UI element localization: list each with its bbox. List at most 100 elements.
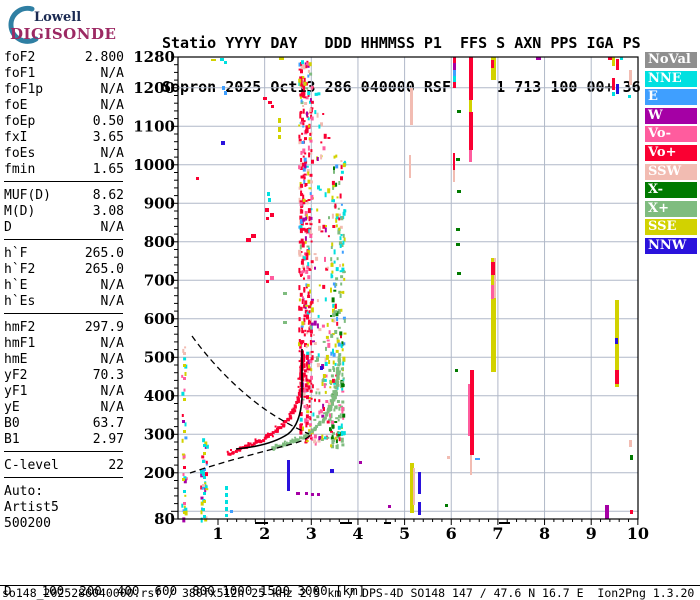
param-row-foEp: foEp 0.50 (4, 114, 124, 130)
param-group-divider (4, 451, 123, 458)
param-row-MUFD: MUF(D) 8.62 (4, 188, 124, 204)
param-label: h`F2 (4, 262, 36, 277)
param-value: 3.65 (92, 130, 124, 145)
axis-ticks (171, 56, 639, 525)
param-value: 8.62 (92, 188, 124, 203)
svg-text:900: 900 (144, 194, 175, 212)
param-value: N/A (100, 220, 124, 235)
param-label: foE (4, 98, 28, 113)
param-row-foF1: foF1 N/A (4, 66, 124, 82)
svg-text:8: 8 (539, 524, 550, 543)
param-value: 265.0 (84, 246, 124, 261)
param-row-500200: 500200 (4, 516, 124, 532)
svg-text:5: 5 (399, 524, 410, 543)
param-label: h`E (4, 278, 28, 293)
plot-gridlines (178, 57, 638, 519)
header-line-2: Sopron 2025 Oct13 286 040000 RSF 1 713 1… (162, 77, 641, 96)
scaled-parameters-panel: foF2 2.800 foF1 N/A foF1p N/A foE N/A foEp 0.50 fx… (4, 50, 124, 532)
param-label: hmF2 (4, 320, 36, 335)
param-label: fmin (4, 162, 36, 177)
echo-bars (287, 57, 633, 519)
svg-text:6: 6 (446, 524, 457, 543)
param-value: N/A (100, 400, 124, 415)
echo-dots (182, 57, 633, 518)
svg-text:1000: 1000 (133, 156, 175, 174)
echo-traces (226, 350, 342, 456)
svg-text:500: 500 (144, 348, 175, 366)
param-label: fxI (4, 130, 28, 145)
param-row-B1: B1 2.97 (4, 432, 124, 448)
param-row-hmE: hmE N/A (4, 352, 124, 368)
param-label: foEp (4, 114, 36, 129)
param-group-divider (4, 477, 123, 484)
svg-text:700: 700 (144, 271, 175, 289)
param-value: N/A (100, 98, 124, 113)
param-row-foF1p: foF1p N/A (4, 82, 124, 98)
legend-item-e: E (645, 89, 697, 106)
param-label: D (4, 220, 12, 235)
svg-text:10: 10 (627, 524, 649, 543)
legend-item-w: W (645, 107, 697, 124)
param-row-Auto: Auto: (4, 484, 124, 500)
header-line-1: Statio YYYY DAY DDD HHMMSS P1 FFS S AXN … (162, 34, 641, 52)
param-value: N/A (100, 82, 124, 97)
status-bar: so148_2025286040000.rsf / 380fx512h 25 k… (0, 585, 700, 600)
param-value: N/A (100, 384, 124, 399)
svg-text:2: 2 (259, 524, 270, 543)
param-label: foF1p (4, 82, 44, 97)
param-value: 0.50 (92, 114, 124, 129)
svg-text:600: 600 (144, 310, 175, 328)
param-group-divider (4, 181, 123, 188)
param-row-foF2: foF2 2.800 (4, 50, 124, 66)
param-value: 2.97 (92, 432, 124, 447)
legend-item-nnw: NNW (645, 237, 697, 254)
param-row-hEs: h`Es N/A (4, 294, 124, 310)
svg-text:9: 9 (586, 524, 597, 543)
legend-item-nne: NNE (645, 70, 697, 87)
echo-direction-legend: NoVal NNE E W Vo- Vo+ SSW X- X+ SSE NNW (645, 52, 697, 257)
svg-text:1100: 1100 (133, 117, 175, 135)
svg-text:300: 300 (144, 425, 175, 443)
measurement-header: Statio YYYY DAY DDD HHMMSS P1 FFS S AXN … (162, 7, 641, 123)
param-value: 63.7 (92, 416, 124, 431)
svg-text:7: 7 (492, 524, 503, 543)
param-value: N/A (100, 146, 124, 161)
param-row-MD: M(D) 3.08 (4, 204, 124, 220)
svg-text:3: 3 (306, 524, 317, 543)
param-label: B1 (4, 432, 20, 447)
param-value: N/A (100, 352, 124, 367)
param-value: 3.08 (92, 204, 124, 219)
param-label: B0 (4, 416, 20, 431)
param-label: M(D) (4, 204, 36, 219)
param-value: 1.65 (92, 162, 124, 177)
param-label: foF1 (4, 66, 36, 81)
param-label: MUF(D) (4, 188, 51, 203)
logo-arc-icon (8, 5, 39, 44)
param-row-foE: foE N/A (4, 98, 124, 114)
legend-item-ssw: SSW (645, 163, 697, 180)
param-row-yF2: yF2 70.3 (4, 368, 124, 384)
param-label: yF2 (4, 368, 28, 383)
param-value: 70.3 (92, 368, 124, 383)
param-value: 297.9 (84, 320, 124, 335)
param-value: 2.800 (84, 50, 124, 65)
param-label: yF1 (4, 384, 28, 399)
param-value: N/A (100, 278, 124, 293)
legend-item-noval: NoVal (645, 52, 697, 68)
artist-curves (189, 335, 312, 474)
legend-item-vo+: Vo+ (645, 144, 697, 161)
x-axis-labels: 1 2 3 4 5 6 7 8 9 10 (212, 524, 649, 543)
svg-text:1200: 1200 (133, 79, 175, 97)
svg-text:200: 200 (144, 464, 175, 482)
param-row-hF2: h`F2 265.0 (4, 262, 124, 278)
param-group-divider (4, 239, 123, 246)
svg-text:4: 4 (352, 524, 363, 543)
param-row-B0: B0 63.7 (4, 416, 124, 432)
param-label: h`F (4, 246, 28, 261)
param-label: 500200 (4, 516, 51, 531)
legend-item-x+: X+ (645, 200, 697, 217)
logo-text-lowell: Lowell (34, 10, 82, 25)
param-label: hmE (4, 352, 28, 367)
muf-distance-table: D 100 200 400 600 800 1000 1500 3000 [km… (4, 556, 373, 600)
param-label: Artist5 (4, 500, 59, 515)
